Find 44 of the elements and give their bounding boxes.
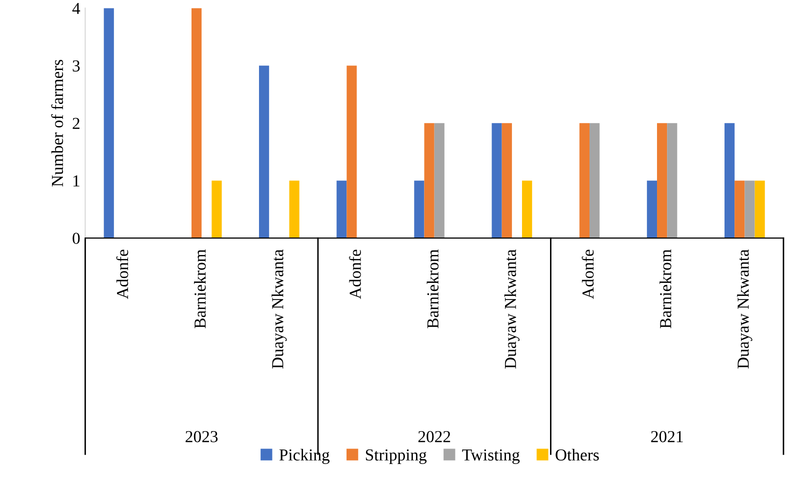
bar bbox=[734, 180, 745, 238]
x-tick-label: Adonfe bbox=[582, 250, 594, 299]
x-tick-label: Adonfe bbox=[116, 250, 128, 299]
bar bbox=[336, 180, 347, 238]
x-tick-label: Duayaw Nkwanta bbox=[272, 249, 287, 369]
x-tick-label: Adonfe bbox=[349, 250, 361, 299]
bar bbox=[212, 180, 222, 238]
bar bbox=[522, 180, 532, 238]
x-tick-label: Duayaw Nkwanta bbox=[504, 249, 520, 369]
y-tick-label: 4 bbox=[72, 2, 80, 14]
bar bbox=[579, 123, 590, 238]
y-tick-label: 3 bbox=[72, 60, 80, 72]
y-axis-title: Number of farmers bbox=[51, 60, 64, 186]
legend-label: Stripping bbox=[366, 449, 427, 464]
bar bbox=[754, 180, 765, 238]
bar bbox=[424, 123, 434, 238]
bar bbox=[104, 8, 114, 238]
x-tick-label: Barniekrom bbox=[660, 249, 672, 328]
bar bbox=[502, 123, 512, 238]
bar bbox=[259, 66, 270, 238]
y-tick-label: 0 bbox=[72, 232, 80, 244]
text: 2021 bbox=[651, 431, 683, 442]
legend-label: Twisting bbox=[462, 449, 520, 464]
bar bbox=[192, 8, 202, 238]
legend-label: Picking bbox=[279, 448, 330, 464]
bar bbox=[346, 66, 357, 238]
bar bbox=[414, 180, 424, 238]
y-tick-label: 2 bbox=[72, 118, 80, 129]
legend-label: Others bbox=[556, 448, 599, 461]
bar bbox=[492, 123, 502, 238]
y-tick-label: 1 bbox=[73, 175, 80, 186]
bar bbox=[646, 180, 658, 238]
bar bbox=[289, 180, 300, 238]
text: 2023 bbox=[186, 431, 218, 442]
text: 2022 bbox=[418, 431, 450, 442]
bar bbox=[744, 180, 755, 238]
bar bbox=[434, 123, 444, 238]
bar bbox=[667, 123, 678, 238]
x-tick-label: Duayaw Nkwanta bbox=[737, 249, 752, 369]
bar bbox=[590, 123, 600, 238]
bar bbox=[724, 123, 735, 238]
bar bbox=[657, 123, 668, 238]
x-tick-label: Barniekrom bbox=[426, 249, 439, 328]
x-tick-label: Barniekrom bbox=[194, 249, 206, 328]
